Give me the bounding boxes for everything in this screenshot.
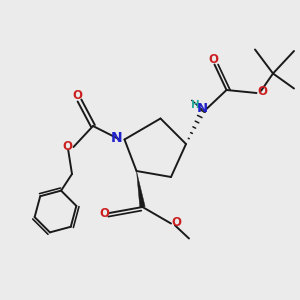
Text: O: O	[257, 85, 268, 98]
Polygon shape	[136, 171, 145, 207]
Text: O: O	[171, 216, 182, 230]
Text: O: O	[72, 88, 82, 102]
Text: O: O	[62, 140, 72, 154]
Text: H: H	[190, 100, 200, 110]
Text: O: O	[208, 52, 218, 66]
Text: N: N	[110, 131, 122, 145]
Text: O: O	[99, 207, 109, 220]
Text: N: N	[197, 102, 208, 115]
